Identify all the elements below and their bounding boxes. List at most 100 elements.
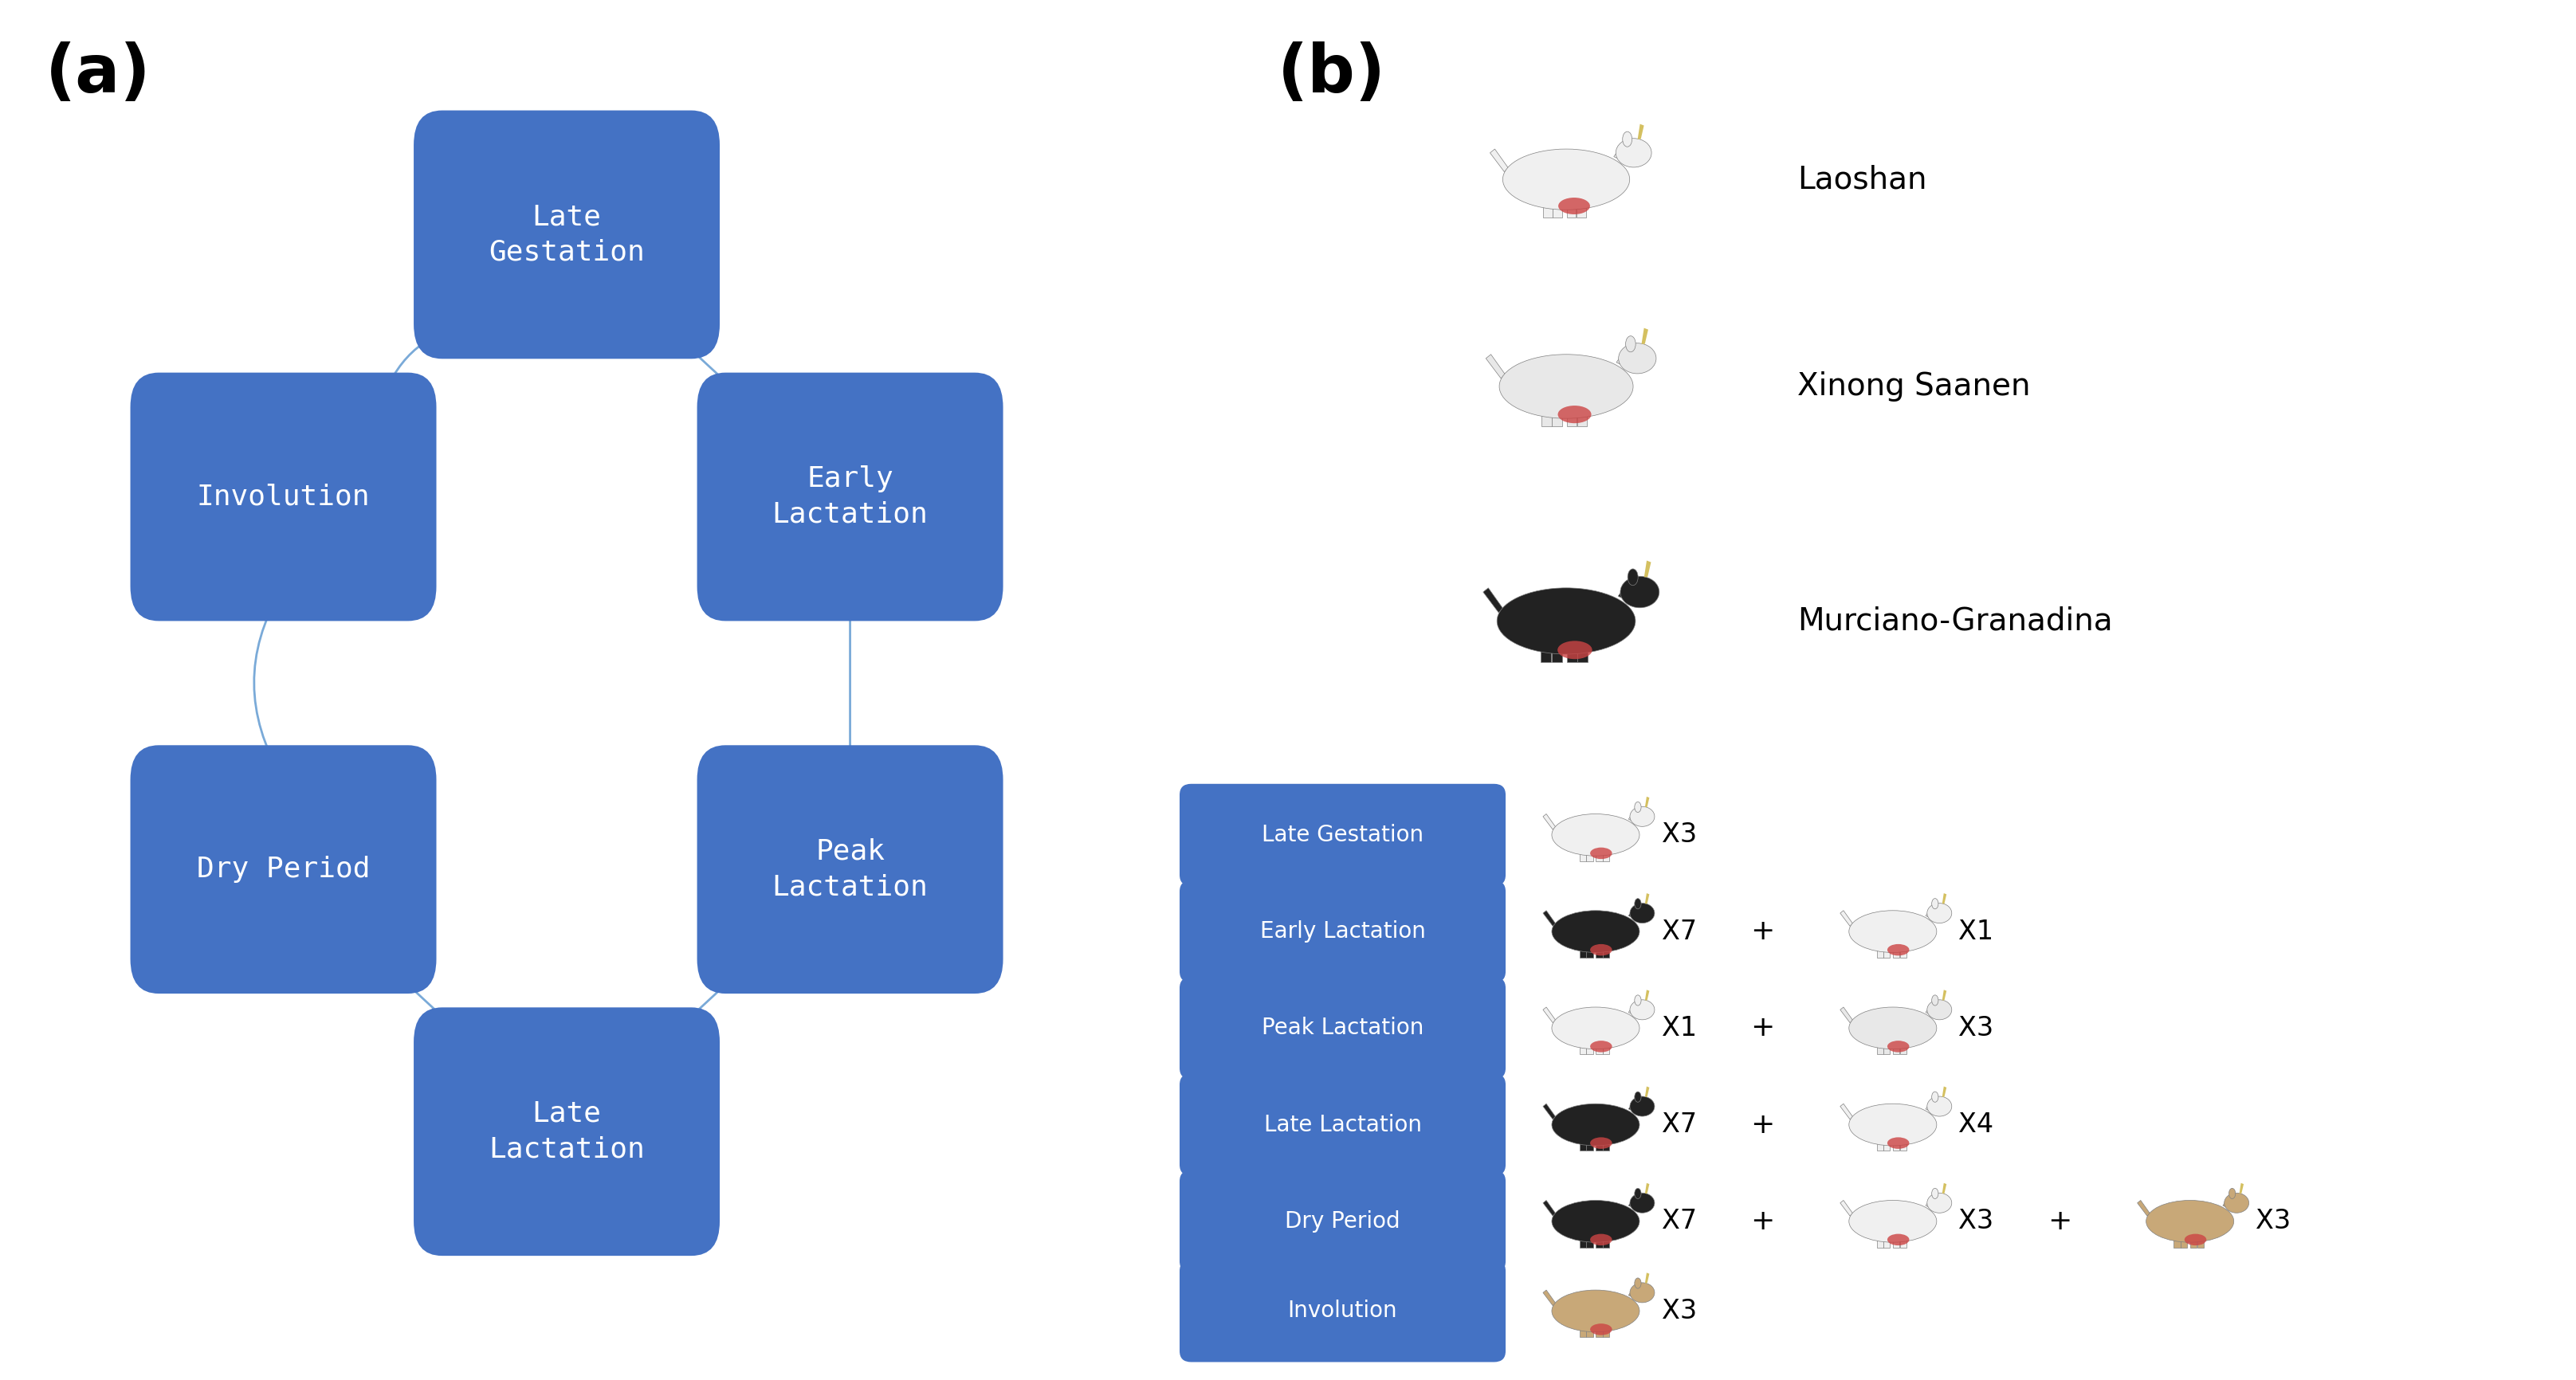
FancyBboxPatch shape <box>698 373 1002 621</box>
Bar <box>1901 1122 1906 1151</box>
Ellipse shape <box>1631 806 1654 827</box>
Ellipse shape <box>1623 131 1633 146</box>
Text: Late
Gestation: Late Gestation <box>489 203 644 266</box>
Ellipse shape <box>1551 1007 1638 1049</box>
Polygon shape <box>1628 1005 1646 1017</box>
Ellipse shape <box>1888 1137 1909 1148</box>
Bar <box>1901 1025 1906 1054</box>
Ellipse shape <box>1888 1041 1909 1052</box>
Ellipse shape <box>1927 999 1953 1020</box>
Ellipse shape <box>1888 1234 1909 1245</box>
Ellipse shape <box>2228 1188 2236 1199</box>
Text: (a): (a) <box>46 41 152 106</box>
Text: X3: X3 <box>1662 1297 1698 1325</box>
Bar <box>1577 617 1587 662</box>
Text: Laoshan: Laoshan <box>1798 164 1927 195</box>
Bar <box>1602 1025 1610 1054</box>
Bar <box>1587 1219 1592 1248</box>
Ellipse shape <box>1551 1104 1638 1145</box>
Polygon shape <box>1641 328 1649 344</box>
Ellipse shape <box>1932 898 1937 909</box>
Ellipse shape <box>1636 802 1641 813</box>
Polygon shape <box>1484 588 1502 613</box>
Text: X7: X7 <box>1662 1111 1698 1138</box>
Polygon shape <box>1942 989 1947 1000</box>
Polygon shape <box>1543 1104 1556 1119</box>
Ellipse shape <box>1558 197 1589 214</box>
Bar <box>2190 1219 2197 1248</box>
Bar <box>1579 1219 1587 1248</box>
Polygon shape <box>1628 1198 1646 1210</box>
Bar <box>1893 1025 1899 1054</box>
Ellipse shape <box>1927 1096 1953 1116</box>
Text: X7: X7 <box>1662 1208 1698 1235</box>
Text: X1: X1 <box>1662 1014 1698 1042</box>
Bar <box>1901 929 1906 958</box>
Bar <box>1566 175 1577 217</box>
FancyBboxPatch shape <box>1180 1074 1504 1176</box>
Text: Peak
Lactation: Peak Lactation <box>773 838 927 901</box>
Ellipse shape <box>1628 569 1638 585</box>
Bar <box>1540 617 1551 662</box>
Bar <box>1553 175 1561 217</box>
Ellipse shape <box>1589 847 1613 858</box>
Ellipse shape <box>1551 1201 1638 1242</box>
Ellipse shape <box>1625 335 1636 352</box>
Text: X3: X3 <box>1662 821 1698 849</box>
FancyBboxPatch shape <box>698 745 1002 994</box>
Polygon shape <box>1927 1101 1942 1114</box>
FancyBboxPatch shape <box>131 373 435 621</box>
Bar <box>1597 1025 1602 1054</box>
Polygon shape <box>1839 911 1852 926</box>
Bar <box>1878 1122 1883 1151</box>
Bar <box>2174 1219 2179 1248</box>
Polygon shape <box>1543 911 1556 926</box>
Ellipse shape <box>1618 344 1656 374</box>
Ellipse shape <box>2223 1192 2249 1213</box>
Polygon shape <box>1927 1005 1942 1017</box>
Bar <box>1597 1122 1602 1151</box>
Ellipse shape <box>1589 1137 1613 1148</box>
Polygon shape <box>1942 1086 1947 1097</box>
FancyBboxPatch shape <box>415 110 719 359</box>
Polygon shape <box>1613 145 1638 164</box>
Bar <box>1597 1308 1602 1337</box>
Bar <box>1883 1219 1891 1248</box>
Ellipse shape <box>1615 138 1651 167</box>
Polygon shape <box>1942 1183 1947 1194</box>
Ellipse shape <box>1850 1104 1937 1145</box>
FancyBboxPatch shape <box>1180 1260 1504 1362</box>
Bar <box>1883 1122 1891 1151</box>
Bar <box>1878 1219 1883 1248</box>
Ellipse shape <box>1850 1007 1937 1049</box>
FancyBboxPatch shape <box>1180 1170 1504 1272</box>
Bar <box>1602 929 1610 958</box>
FancyBboxPatch shape <box>1180 880 1504 983</box>
Polygon shape <box>1543 1290 1556 1305</box>
Polygon shape <box>1646 1183 1649 1194</box>
Polygon shape <box>1646 1272 1649 1283</box>
Ellipse shape <box>1636 898 1641 909</box>
Bar <box>1883 929 1891 958</box>
Polygon shape <box>1615 351 1641 370</box>
Bar <box>2197 1219 2202 1248</box>
Bar <box>1587 1025 1592 1054</box>
Polygon shape <box>2239 1183 2244 1194</box>
Bar <box>1602 1122 1610 1151</box>
Ellipse shape <box>1502 149 1631 210</box>
Ellipse shape <box>1932 1092 1937 1103</box>
Bar <box>1587 832 1592 861</box>
Text: +: + <box>1749 1111 1775 1138</box>
Text: X1: X1 <box>1958 918 1994 945</box>
Bar <box>1551 617 1561 662</box>
Ellipse shape <box>1589 944 1613 955</box>
Text: +: + <box>1749 1014 1775 1042</box>
Text: (b): (b) <box>1278 41 1386 106</box>
Bar <box>1602 1219 1610 1248</box>
FancyBboxPatch shape <box>1180 977 1504 1079</box>
Polygon shape <box>1628 811 1646 824</box>
FancyBboxPatch shape <box>1180 784 1504 886</box>
Ellipse shape <box>1499 355 1633 418</box>
Polygon shape <box>1646 796 1649 807</box>
Polygon shape <box>1543 814 1556 829</box>
